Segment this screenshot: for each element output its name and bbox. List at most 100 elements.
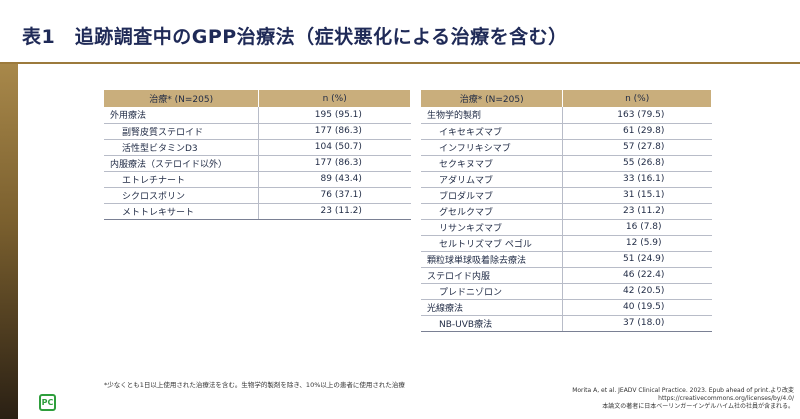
treatment-value: 177 (86.3) [258,123,411,140]
treatment-name: 活性型ビタミンD3 [104,139,260,156]
treatment-value: 57 (27.8) [562,139,712,156]
treatment-name: アダリムマブ [421,171,564,188]
patient-count: 33 [623,174,635,184]
patient-count: 76 [320,190,332,200]
patient-percent: (19.5) [637,302,665,312]
patient-percent: (37.1) [334,190,362,200]
table-row: セルトリズマブ ペゴル 12 (5.9) [421,235,712,252]
patient-percent: (79.5) [637,109,665,120]
treatment-name: 生物学的製剤 [421,107,564,124]
treatment-name: ブロダルマブ [421,187,564,204]
column-header-n-percent: n (%) [258,90,411,107]
patient-count: 163 [617,109,635,120]
patient-count: 89 [320,174,332,184]
patient-count: 37 [623,318,635,328]
patient-count: 16 [625,222,638,232]
patient-percent: (18.0) [637,318,665,328]
patient-count: 51 [623,254,635,264]
treatment-name: プレドニゾロン [421,283,564,300]
treatment-value: 40 (19.5) [562,299,712,316]
treatment-value: 89 (43.4) [258,171,411,188]
patient-percent: (15.1) [637,190,665,200]
patient-count: 61 [623,126,635,136]
table-row: 顆粒球単球吸着除去療法 51 (24.9) [421,251,712,268]
treatment-name: リサンキズマブ [421,219,564,236]
decorative-side-bar [0,64,18,419]
patient-percent: (26.8) [637,158,665,168]
table-row: ブロダルマブ 31 (15.1) [421,187,712,204]
treatment-value: 195 (95.1) [258,107,411,124]
column-header-n-percent: n (%) [562,90,712,107]
table-row: ステロイド内服 46 (22.4) [421,267,712,284]
patient-percent: (86.3) [334,158,362,168]
treatment-value: 55 (26.8) [562,155,712,172]
treatment-name: セルトリズマブ ペゴル [421,235,564,252]
patient-percent: (27.8) [637,142,665,152]
right-treatment-table: 治療* (N=205) n (%) 生物学的製剤 163 (79.5) イキセキズマ… [421,90,712,332]
column-header-treatment: 治療* (N=205) [104,90,260,107]
treatment-value: 31 (15.1) [562,187,712,204]
treatment-name: セクキヌマブ [421,155,564,172]
table-row: 生物学的製剤 163 (79.5) [421,107,712,124]
treatment-value: 12 (5.9) [562,235,712,252]
treatment-name: インフリキシマブ [421,139,564,156]
table-row: リサンキズマブ 16 (7.8) [421,219,712,236]
treatment-name: グセルクマブ [421,203,564,220]
table-row: アダリムマブ 33 (16.1) [421,171,712,188]
patient-percent: (29.8) [637,126,665,136]
treatment-value: 51 (24.9) [562,251,712,268]
patient-percent: (24.9) [637,254,665,264]
treatment-value: 104 (50.7) [258,139,411,156]
patient-percent: (22.4) [637,270,665,280]
treatment-value: 177 (86.3) [258,155,411,172]
treatment-name: 顆粒球単球吸着除去療法 [421,251,564,268]
table-row: 内服療法（ステロイド以外） 177 (86.3) [104,155,411,172]
patient-percent: (86.3) [334,126,362,136]
treatment-name: NB-UVB療法 [421,315,564,332]
patient-percent: (20.5) [637,286,665,296]
patient-percent: (5.9) [640,238,662,248]
column-header-treatment: 治療* (N=205) [421,90,564,107]
treatment-value: 37 (18.0) [562,315,712,332]
patient-count: 104 [314,142,332,152]
treatment-name: シクロスポリン [104,187,260,204]
table-row: 副腎皮質ステロイド 177 (86.3) [104,123,411,140]
citation-reference: Morita A, et al. JEADV Clinical Practice… [572,387,794,394]
table-row: シクロスポリン 76 (37.1) [104,187,411,204]
patient-count: 40 [623,302,635,312]
treatment-value: 23 (11.2) [258,203,411,220]
treatment-value: 76 (37.1) [258,187,411,204]
treatment-value: 42 (20.5) [562,283,712,300]
patient-count: 57 [623,142,635,152]
source-citation: Morita A, et al. JEADV Clinical Practice… [572,387,794,411]
patient-percent: (11.2) [334,206,362,216]
treatment-name: 内服療法（ステロイド以外） [104,155,260,172]
table-row: プレドニゾロン 42 (20.5) [421,283,712,300]
patient-percent: (16.1) [637,174,665,184]
treatment-value: 23 (11.2) [562,203,712,220]
table-row: メトトレキサート 23 (11.2) [104,203,411,220]
table-row: エトレチナート 89 (43.4) [104,171,411,188]
treatment-name: 副腎皮質ステロイド [104,123,260,140]
disclosure-note: 本論文の著者に日本ベーリンガーインゲルハイム社の社員が含まれる。 [602,403,794,410]
treatment-name: エトレチナート [104,171,260,188]
treatment-value: 61 (29.8) [562,123,712,140]
patient-count: 23 [623,206,635,216]
footnote: *少なくとも1日以上使用された治療法を含む。生物学的製剤を除き、10%以上の患者… [104,381,405,389]
patient-percent: (50.7) [334,142,362,152]
patient-percent: (7.8) [640,222,662,232]
treatment-value: 33 (16.1) [562,171,712,188]
treatment-name: 光線療法 [421,299,564,316]
patient-count: 12 [625,238,638,248]
patient-count: 177 [314,126,332,136]
treatment-name: 外用療法 [104,107,260,124]
treatment-value: 16 (7.8) [562,219,712,236]
table-row: 活性型ビタミンD3 104 (50.7) [104,139,411,156]
table-row: 光線療法 40 (19.5) [421,299,712,316]
table-row: グセルクマブ 23 (11.2) [421,203,712,220]
patient-count: 177 [314,158,332,168]
treatment-name: メトトレキサート [104,203,260,220]
table-row: NB-UVB療法 37 (18.0) [421,315,712,332]
table-row: セクキヌマブ 55 (26.8) [421,155,712,172]
patient-count: 46 [623,270,635,280]
